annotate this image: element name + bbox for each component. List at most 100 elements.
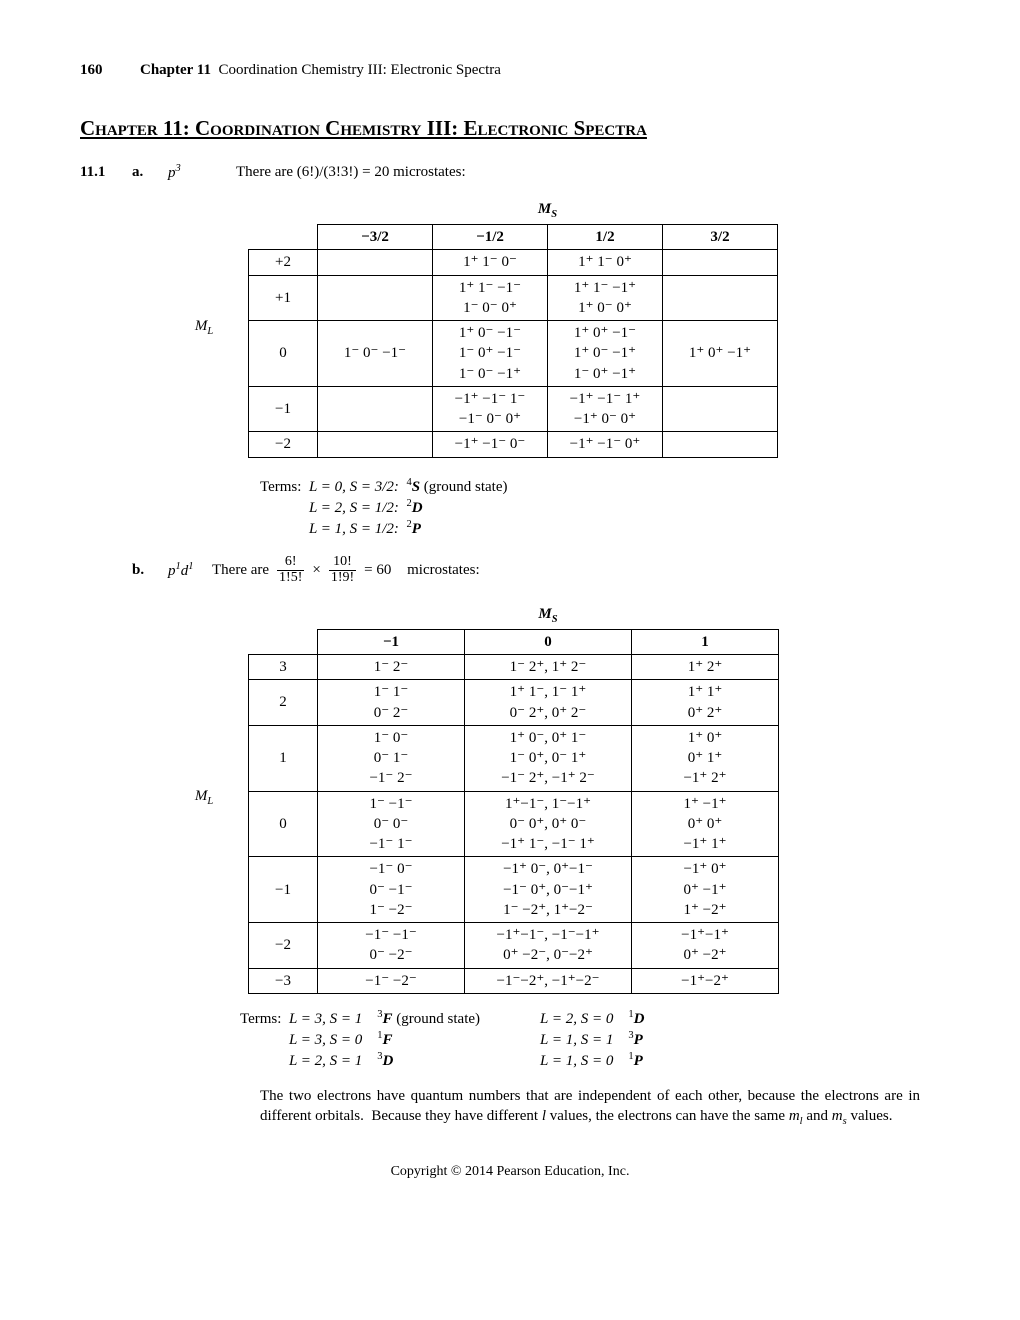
term-line: Terms: L = 2, S = 1/2: 2D <box>260 497 940 518</box>
ml-cell: −3 <box>249 968 318 993</box>
microstate-cell: 1⁻ 0⁻ −1⁻ <box>318 321 433 387</box>
microstate-table-a: MS −3/2−1/21/23/2 +2 1⁺ 1⁻ 0⁻1⁺ 1⁻ 0⁺ +1 1⁺… <box>248 197 778 458</box>
ml-cell: 2 <box>249 680 318 726</box>
microstate-cell <box>318 275 433 321</box>
part-b-text: There are 6! 1!5! × 10! 1!9! = 60 micros… <box>212 555 480 585</box>
running-header: 160 Chapter 11 Coordination Chemistry II… <box>80 60 940 80</box>
table-col-header: 0 <box>465 629 632 654</box>
microstate-cell: −1⁺ −1⁻ 0⁺ <box>548 432 663 457</box>
ml-cell: 0 <box>249 791 318 857</box>
term-line: Terms: L = 1, S = 1/2: 2P <box>260 518 940 539</box>
page-number: 160 <box>80 60 140 80</box>
microstate-cell: 1⁻ 0⁻0⁻ 1⁻−1⁻ 2⁻ <box>318 725 465 791</box>
chapter-heading: Chapter 11: Coordination Chemistry III: … <box>80 114 940 143</box>
table-row: −3−1⁻ −2⁻−1⁻−2⁺, −1⁺−2⁻−1⁺−2⁺ <box>249 968 779 993</box>
problem-a-line: 11.1 a. p3 There are (6!)/(3!3!) = 20 mi… <box>80 162 940 183</box>
ml-cell: −2 <box>249 923 318 969</box>
table-row: 01⁻ 0⁻ −1⁻1⁺ 0⁻ −1⁻1⁻ 0⁺ −1⁻1⁻ 0⁻ −1⁺1⁺ … <box>249 321 778 387</box>
microstate-cell: −1⁺ −1⁻ 1⁺−1⁺ 0⁻ 0⁺ <box>548 386 663 432</box>
ml-cell: −1 <box>249 386 318 432</box>
microstate-cell: 1⁺ 0⁻ −1⁻1⁻ 0⁺ −1⁻1⁻ 0⁻ −1⁺ <box>433 321 548 387</box>
fraction-2: 10! 1!9! <box>329 555 356 585</box>
microstate-cell: −1⁺−1⁻, −1⁻−1⁺0⁺ −2⁻, 0⁻−2⁺ <box>465 923 632 969</box>
table-a-wrap: ML MS −3/2−1/21/23/2 +21⁺ 1⁻ 0⁻1⁺ 1⁻ 0⁺+… <box>180 189 940 466</box>
microstate-cell: −1⁻−2⁺, −1⁺−2⁻ <box>465 968 632 993</box>
ml-cell: −2 <box>249 432 318 457</box>
microstate-cell: 1⁺ 0⁺ −1⁻1⁺ 0⁻ −1⁺1⁻ 0⁺ −1⁺ <box>548 321 663 387</box>
copyright-footer: Copyright © 2014 Pearson Education, Inc. <box>80 1163 940 1182</box>
microstate-cell: 1⁺ 1⁻, 1⁻ 1⁺0⁻ 2⁺, 0⁺ 2⁻ <box>465 680 632 726</box>
microstate-cell: 1⁺ 1⁻ −1⁻1⁻ 0⁻ 0⁺ <box>433 275 548 321</box>
microstate-cell: 1⁻ 2⁻ <box>318 655 465 680</box>
table-col-header: −1 <box>318 629 465 654</box>
microstate-cell: −1⁺−2⁺ <box>632 968 779 993</box>
ml-cell: 0 <box>249 321 318 387</box>
table-b-body: 31⁻ 2⁻1⁻ 2⁺, 1⁺ 2⁻1⁺ 2⁺21⁻ 1⁻0⁻ 2⁻1⁺ 1⁻,… <box>249 655 779 994</box>
microstate-cell <box>318 250 433 275</box>
part-b-label: b. <box>132 560 168 580</box>
microstate-cell <box>663 386 778 432</box>
microstate-cell: −1⁺ −1⁻ 0⁻ <box>433 432 548 457</box>
microstate-cell <box>318 386 433 432</box>
table-a-cols: −3/2−1/21/23/2 <box>249 225 778 250</box>
part-b-config: p1d1 <box>168 560 212 581</box>
microstate-cell: 1⁺ 0⁻, 0⁺ 1⁻1⁻ 0⁺, 0⁻ 1⁺−1⁻ 2⁺, −1⁺ 2⁻ <box>465 725 632 791</box>
ml-cell: +1 <box>249 275 318 321</box>
table-col-header: −1/2 <box>433 225 548 250</box>
microstate-cell: −1⁻ 0⁻0⁻ −1⁻1⁻ −2⁻ <box>318 857 465 923</box>
microstate-cell: 1⁻ 1⁻0⁻ 2⁻ <box>318 680 465 726</box>
term-line: Terms: L = 0, S = 3/2: 4S (ground state) <box>260 476 940 497</box>
microstate-cell: −1⁻ −2⁻ <box>318 968 465 993</box>
chapter-running-title: Chapter 11 Coordination Chemistry III: E… <box>140 60 501 80</box>
microstate-cell <box>663 250 778 275</box>
microstate-cell: 1⁺ 1⁻ 0⁺ <box>548 250 663 275</box>
table-row: −2−1⁻ −1⁻0⁻ −2⁻−1⁺−1⁻, −1⁻−1⁺0⁺ −2⁻, 0⁻−… <box>249 923 779 969</box>
microstate-cell: 1⁺ −1⁺0⁺ 0⁺−1⁺ 1⁺ <box>632 791 779 857</box>
microstate-cell <box>663 275 778 321</box>
problem-b-line: b. p1d1 There are 6! 1!5! × 10! 1!9! = 6… <box>80 555 940 585</box>
table-col-header: −3/2 <box>318 225 433 250</box>
table-col-header: 1 <box>632 629 779 654</box>
microstate-cell: 1⁺−1⁻, 1⁻−1⁺0⁻ 0⁺, 0⁺ 0⁻−1⁺ 1⁻, −1⁻ 1⁺ <box>465 791 632 857</box>
microstate-cell: 1⁺ 0⁺ −1⁺ <box>663 321 778 387</box>
problem-number: 11.1 <box>80 162 132 182</box>
microstate-cell: 1⁻ −1⁻0⁻ 0⁻−1⁻ 1⁻ <box>318 791 465 857</box>
part-a-label: a. <box>132 162 168 182</box>
ms-header-a: MS <box>318 197 778 225</box>
ml-axis-label-b: ML <box>180 786 228 809</box>
ml-cell: 3 <box>249 655 318 680</box>
microstate-cell: 1⁺ 1⁺0⁺ 2⁺ <box>632 680 779 726</box>
microstate-cell: −1⁺−1⁺0⁺ −2⁺ <box>632 923 779 969</box>
table-row: 01⁻ −1⁻0⁻ 0⁻−1⁻ 1⁻1⁺−1⁻, 1⁻−1⁺0⁻ 0⁺, 0⁺ … <box>249 791 779 857</box>
table-row: +1 1⁺ 1⁻ −1⁻1⁻ 0⁻ 0⁺1⁺ 1⁻ −1⁺1⁺ 0⁻ 0⁺ <box>249 275 778 321</box>
term-line: Terms: L = 3, S = 1 3F (ground state) <box>240 1008 480 1029</box>
ml-cell: −1 <box>249 857 318 923</box>
term-line: Terms: L = 2, S = 1 3D <box>240 1050 480 1071</box>
table-row: +2 1⁺ 1⁻ 0⁻1⁺ 1⁻ 0⁺ <box>249 250 778 275</box>
microstate-cell: 1⁻ 2⁺, 1⁺ 2⁻ <box>465 655 632 680</box>
microstate-cell: 1⁺ 1⁻ −1⁺1⁺ 0⁻ 0⁺ <box>548 275 663 321</box>
part-a-config: p3 <box>168 162 212 183</box>
table-row: 21⁻ 1⁻0⁻ 2⁻1⁺ 1⁻, 1⁻ 1⁺0⁻ 2⁺, 0⁺ 2⁻1⁺ 1⁺… <box>249 680 779 726</box>
microstate-table-b: MS −101 31⁻ 2⁻1⁻ 2⁺, 1⁺ 2⁻1⁺ 2⁺21⁻ 1⁻0⁻ … <box>248 602 779 994</box>
microstate-cell: −1⁺ 0⁻, 0⁺−1⁻−1⁻ 0⁺, 0⁻−1⁺1⁻ −2⁺, 1⁺−2⁻ <box>465 857 632 923</box>
microstate-cell: 1⁺ 1⁻ 0⁻ <box>433 250 548 275</box>
microstate-cell <box>318 432 433 457</box>
microstate-cell: 1⁺ 2⁺ <box>632 655 779 680</box>
table-row: −2 −1⁺ −1⁻ 0⁻−1⁺ −1⁻ 0⁺ <box>249 432 778 457</box>
part-a-text: There are (6!)/(3!3!) = 20 microstates: <box>236 162 466 182</box>
explanatory-paragraph: The two electrons have quantum numbers t… <box>260 1086 920 1129</box>
table-row: 11⁻ 0⁻0⁻ 1⁻−1⁻ 2⁻1⁺ 0⁻, 0⁺ 1⁻1⁻ 0⁺, 0⁻ 1… <box>249 725 779 791</box>
ml-axis-label-a: ML <box>180 316 228 339</box>
fraction-1: 6! 1!5! <box>277 555 304 585</box>
table-row: 31⁻ 2⁻1⁻ 2⁺, 1⁺ 2⁻1⁺ 2⁺ <box>249 655 779 680</box>
microstate-cell: −1⁻ −1⁻0⁻ −2⁻ <box>318 923 465 969</box>
table-col-header: 1/2 <box>548 225 663 250</box>
term-line: Terms: L = 3, S = 0 1F <box>240 1029 480 1050</box>
term-line: L = 1, S = 0 1P <box>540 1050 644 1071</box>
term-line: L = 2, S = 0 1D <box>540 1008 644 1029</box>
table-row: −1−1⁺ −1⁻ 1⁻−1⁻ 0⁻ 0⁺−1⁺ −1⁻ 1⁺−1⁺ 0⁻ 0⁺ <box>249 386 778 432</box>
ml-cell: +2 <box>249 250 318 275</box>
microstate-cell: −1⁺ 0⁺0⁺ −1⁺1⁺ −2⁺ <box>632 857 779 923</box>
table-col-header: 3/2 <box>663 225 778 250</box>
